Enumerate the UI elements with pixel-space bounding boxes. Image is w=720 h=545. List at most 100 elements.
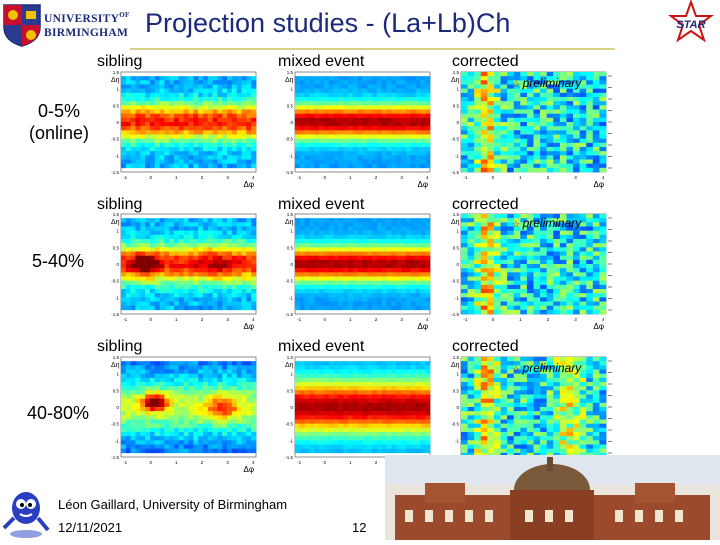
heatmap-cell bbox=[420, 135, 425, 139]
heatmap-cell bbox=[387, 260, 392, 264]
heatmap-cell bbox=[507, 160, 514, 164]
heatmap-cell bbox=[145, 411, 150, 415]
heatmap-cell bbox=[126, 114, 131, 118]
heatmap-cell bbox=[334, 378, 339, 382]
heatmap-cell bbox=[481, 297, 488, 301]
heatmap-cell bbox=[396, 252, 401, 256]
heatmap-cell bbox=[174, 436, 179, 440]
heatmap-cell bbox=[372, 243, 377, 247]
x-axis-label: Δφ bbox=[593, 322, 604, 331]
heatmap-cell bbox=[593, 285, 600, 289]
heatmap-cell bbox=[169, 293, 174, 297]
heatmap-cell bbox=[474, 390, 481, 394]
heatmap-cell bbox=[401, 151, 406, 155]
heatmap-cell bbox=[242, 247, 247, 251]
heatmap-cell bbox=[309, 365, 314, 369]
heatmap-cell bbox=[300, 293, 305, 297]
heatmap-cell bbox=[547, 168, 554, 172]
heatmap-cell bbox=[580, 264, 587, 268]
heatmap-cell bbox=[540, 93, 547, 97]
heatmap-cell bbox=[319, 218, 324, 222]
heatmap-cell bbox=[251, 285, 256, 289]
heatmap-cell bbox=[358, 256, 363, 260]
heatmap-cell bbox=[547, 160, 554, 164]
heatmap-cell bbox=[372, 374, 377, 378]
heatmap-cell bbox=[193, 122, 198, 126]
heatmap-cell bbox=[593, 143, 600, 147]
heatmap-cell bbox=[534, 155, 541, 159]
heatmap-cell bbox=[468, 293, 475, 297]
heatmap-cell bbox=[203, 76, 208, 80]
heatmap-cell bbox=[420, 415, 425, 419]
heatmap-cell bbox=[193, 227, 198, 231]
heatmap-cell bbox=[174, 260, 179, 264]
heatmap-cell bbox=[468, 289, 475, 293]
heatmap-cell bbox=[334, 151, 339, 155]
heatmap-cell bbox=[169, 285, 174, 289]
heatmap-cell bbox=[334, 281, 339, 285]
heatmap-cell bbox=[599, 231, 606, 235]
heatmap-cell bbox=[382, 122, 387, 126]
heatmap-cell bbox=[140, 264, 145, 268]
heatmap-cell bbox=[135, 390, 140, 394]
heatmap-cell bbox=[481, 214, 488, 218]
heatmap-cell bbox=[534, 252, 541, 256]
heatmap-cell bbox=[468, 243, 475, 247]
heatmap-cell bbox=[232, 382, 237, 386]
heatmap-cell bbox=[547, 297, 554, 301]
heatmap-cell bbox=[174, 432, 179, 436]
heatmap-cell bbox=[363, 428, 368, 432]
heatmap-cell bbox=[566, 252, 573, 256]
heatmap-cell bbox=[131, 395, 136, 399]
heatmap-cell bbox=[416, 302, 421, 306]
heatmap-cell bbox=[401, 395, 406, 399]
heatmap-cell bbox=[189, 126, 194, 130]
heatmap-cell bbox=[527, 151, 534, 155]
heatmap-cell bbox=[222, 80, 227, 84]
heatmap-cell bbox=[481, 93, 488, 97]
heatmap-cell bbox=[155, 432, 160, 436]
heatmap-cell bbox=[140, 126, 145, 130]
heatmap-cell bbox=[527, 302, 534, 306]
heatmap-cell bbox=[474, 114, 481, 118]
heatmap-cell bbox=[222, 365, 227, 369]
heatmap-cell bbox=[566, 122, 573, 126]
heatmap-cell bbox=[121, 374, 126, 378]
heatmap-cell bbox=[251, 256, 256, 260]
x-tick-label: -1 bbox=[463, 175, 467, 180]
heatmap-cell bbox=[487, 243, 494, 247]
heatmap-cell bbox=[198, 260, 203, 264]
heatmap-cell bbox=[217, 252, 222, 256]
heatmap-cell bbox=[566, 277, 573, 281]
heatmap-cell bbox=[251, 420, 256, 424]
heatmap-cell bbox=[208, 247, 213, 251]
heatmap-cell bbox=[474, 222, 481, 226]
heatmap-cell bbox=[363, 247, 368, 251]
heatmap-cell bbox=[169, 361, 174, 365]
heatmap-cell bbox=[126, 302, 131, 306]
heatmap-cell bbox=[126, 122, 131, 126]
heatmap-cell bbox=[334, 239, 339, 243]
heatmap-cell bbox=[494, 85, 501, 89]
heatmap-cell bbox=[295, 432, 300, 436]
heatmap-cell bbox=[358, 105, 363, 109]
heatmap-cell bbox=[131, 302, 136, 306]
heatmap-cell bbox=[164, 264, 169, 268]
heatmap-cell bbox=[126, 306, 131, 310]
heatmap-cell bbox=[203, 130, 208, 134]
heatmap-cell bbox=[169, 130, 174, 134]
heatmap-cell bbox=[348, 147, 353, 151]
heatmap-cell bbox=[420, 374, 425, 378]
heatmap-cell bbox=[382, 302, 387, 306]
heatmap-cell bbox=[169, 89, 174, 93]
heatmap-cell bbox=[184, 135, 189, 139]
heatmap-cell bbox=[309, 424, 314, 428]
heatmap-cell bbox=[222, 89, 227, 93]
heatmap-cell bbox=[213, 130, 218, 134]
heatmap-cell bbox=[468, 114, 475, 118]
heatmap-cell bbox=[573, 247, 580, 251]
heatmap-cell bbox=[169, 403, 174, 407]
heatmap-cell bbox=[593, 260, 600, 264]
x-tick-label: 0 bbox=[149, 317, 152, 322]
heatmap-cell bbox=[305, 160, 310, 164]
